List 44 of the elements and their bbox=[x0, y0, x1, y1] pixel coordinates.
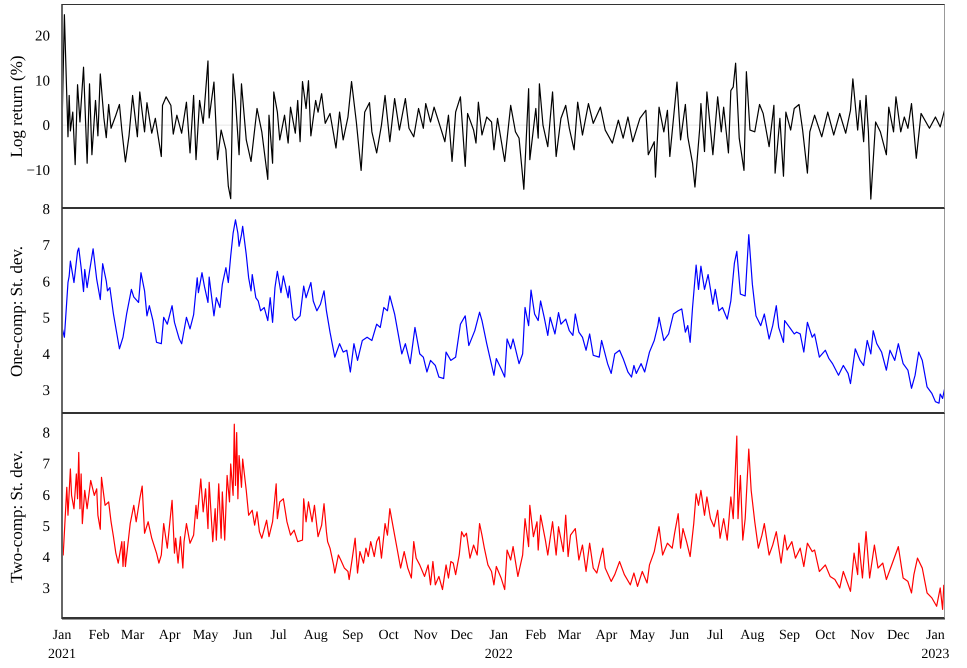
y-tick-label: 3 bbox=[42, 580, 50, 597]
x-tick-label: Jul bbox=[270, 628, 287, 643]
y-tick-label: 0 bbox=[42, 118, 50, 134]
x-tick-label: Nov bbox=[414, 628, 438, 643]
y-tick-label: 7 bbox=[42, 456, 50, 473]
y-tick-label: 8 bbox=[42, 426, 50, 442]
y-tick-label: 10 bbox=[35, 73, 50, 90]
y-axis-title: Log return (%) bbox=[7, 56, 26, 158]
x-tick-label: Jan 2022 bbox=[484, 628, 513, 662]
y-tick-label: 20 bbox=[35, 28, 50, 44]
x-tick-label: Sep bbox=[778, 628, 800, 643]
x-tick-label: Jul bbox=[707, 628, 724, 643]
y-tick-label: −10 bbox=[26, 162, 50, 179]
x-tick-label: Jun bbox=[670, 628, 690, 643]
x-tick-label: Nov bbox=[850, 628, 875, 643]
x-tick-label: Oct bbox=[815, 628, 836, 643]
x-tick-label: Sep bbox=[342, 628, 364, 643]
x-tick-label: Apr bbox=[158, 628, 181, 643]
x-tick-label: Mar bbox=[558, 628, 582, 643]
x-tick-label: Jan 2023 bbox=[921, 628, 950, 662]
x-tick-label: Jun bbox=[232, 628, 252, 643]
y-axis-title: Two-comp: St. dev. bbox=[7, 450, 26, 583]
y-tick-label: 4 bbox=[42, 550, 50, 566]
y-tick-label: 8 bbox=[42, 202, 50, 218]
y-tick-label: 5 bbox=[42, 310, 50, 327]
x-tick-label: Apr bbox=[596, 628, 618, 643]
x-tick-label: Aug bbox=[740, 628, 764, 643]
x-tick-label: Mar bbox=[120, 628, 145, 643]
x-tick-label: Dec bbox=[450, 628, 473, 643]
x-tick-label: Feb bbox=[88, 628, 110, 643]
x-tick-label: May bbox=[629, 628, 656, 643]
y-tick-label: 4 bbox=[42, 346, 50, 363]
x-tick-label: Aug bbox=[304, 628, 328, 643]
x-tick-label: May bbox=[192, 628, 218, 643]
x-tick-label: Oct bbox=[378, 628, 399, 643]
y-tick-label: 5 bbox=[42, 518, 50, 535]
x-tick-label: Dec bbox=[887, 628, 910, 643]
x-tick-label: Feb bbox=[525, 628, 546, 643]
y-tick-label: 7 bbox=[42, 238, 50, 254]
y-axis-title: One-comp: St. dev. bbox=[7, 246, 26, 378]
y-tick-label: 6 bbox=[42, 274, 50, 290]
x-tick-label: Jan 2021 bbox=[48, 628, 76, 662]
y-tick-label: 3 bbox=[42, 383, 50, 400]
y-tick-label: 6 bbox=[42, 488, 50, 504]
